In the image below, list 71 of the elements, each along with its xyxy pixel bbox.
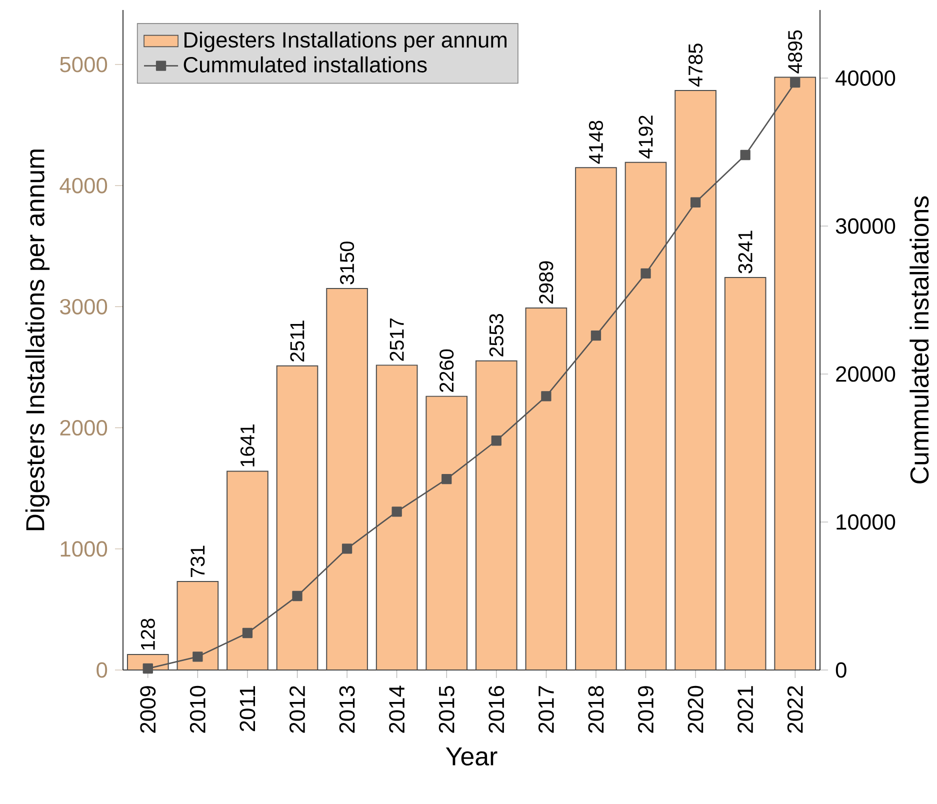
data-label: 4148: [588, 120, 604, 164]
point: [292, 590, 302, 602]
point: [590, 330, 602, 341]
x-tick-label: 2019: [638, 686, 654, 733]
x-tick-label: 2017: [538, 686, 554, 733]
x-tick-label: 2012: [290, 686, 306, 733]
bar: [475, 360, 518, 670]
x-tick-label: 2020: [688, 686, 704, 733]
bar: [276, 365, 318, 670]
y-tick-label: 5000: [60, 56, 108, 72]
data-label: 3241: [738, 230, 752, 274]
bar: [176, 580, 219, 670]
data-label: 4895: [788, 30, 802, 74]
data-label: 128: [140, 618, 155, 650]
x-tick-label: 2015: [438, 686, 454, 733]
x-tick-label: 2011: [240, 686, 256, 732]
y2-tick-label: 20000: [836, 366, 896, 382]
x-tick-label: 2022: [787, 686, 803, 733]
point: [242, 628, 253, 638]
point: [640, 268, 651, 278]
data-label: 2989: [539, 261, 554, 304]
legend-label: Cummulated installations: [184, 56, 427, 73]
bar: [674, 90, 716, 670]
point: [392, 506, 402, 517]
point: [342, 544, 352, 554]
data-label: 3150: [340, 242, 354, 284]
x-tick-label: 2018: [588, 686, 604, 733]
legend-label: Digesters Installations per annum: [184, 32, 506, 52]
y-tick-label: 4000: [60, 178, 108, 194]
y2-tick-label: 30000: [836, 218, 896, 234]
y-tick-label: 1000: [60, 541, 108, 557]
bar: [624, 162, 667, 670]
x-tick-label: 2016: [488, 686, 504, 733]
y-tick-label: 2000: [60, 420, 108, 436]
bar: [226, 470, 268, 670]
bar: [724, 277, 766, 670]
data-label: 4192: [638, 116, 653, 158]
data-label: 2260: [440, 349, 454, 392]
point: [541, 391, 552, 402]
data-label: 2517: [390, 318, 404, 361]
y2-tick-label: 40000: [836, 70, 896, 86]
point: [790, 77, 800, 88]
y-axis-title: Digesters Installations per annum: [25, 150, 50, 530]
point: [142, 663, 153, 674]
point: [491, 436, 502, 446]
point: [192, 652, 203, 662]
y-tick-label: 0: [96, 662, 108, 678]
bar: [426, 396, 468, 670]
y-tick-label: 3000: [60, 298, 108, 314]
x-tick-label: 2021: [738, 686, 754, 733]
point: [690, 197, 701, 208]
point: [740, 150, 750, 160]
y2-tick-label: 10000: [836, 514, 896, 530]
bar: [575, 167, 617, 670]
data-label: 4785: [688, 44, 703, 87]
data-label: 2553: [489, 314, 504, 356]
x-tick-label: 2013: [339, 686, 355, 733]
x-tick-label: 2014: [389, 686, 405, 733]
x-tick-label: 2009: [140, 686, 156, 733]
x-tick-label: 2010: [190, 686, 206, 733]
point: [442, 474, 452, 484]
y2-tick-label: 0: [836, 662, 846, 678]
bar: [525, 308, 568, 670]
data-label: 1641: [240, 424, 255, 466]
bar: [326, 288, 368, 670]
data-label: 2511: [290, 320, 304, 362]
y2-axis-title: Cummulated installations: [910, 196, 929, 484]
x-axis-title: Year: [446, 747, 498, 766]
bar: [376, 364, 418, 670]
data-label: 731: [190, 546, 205, 578]
bar: [774, 76, 816, 670]
